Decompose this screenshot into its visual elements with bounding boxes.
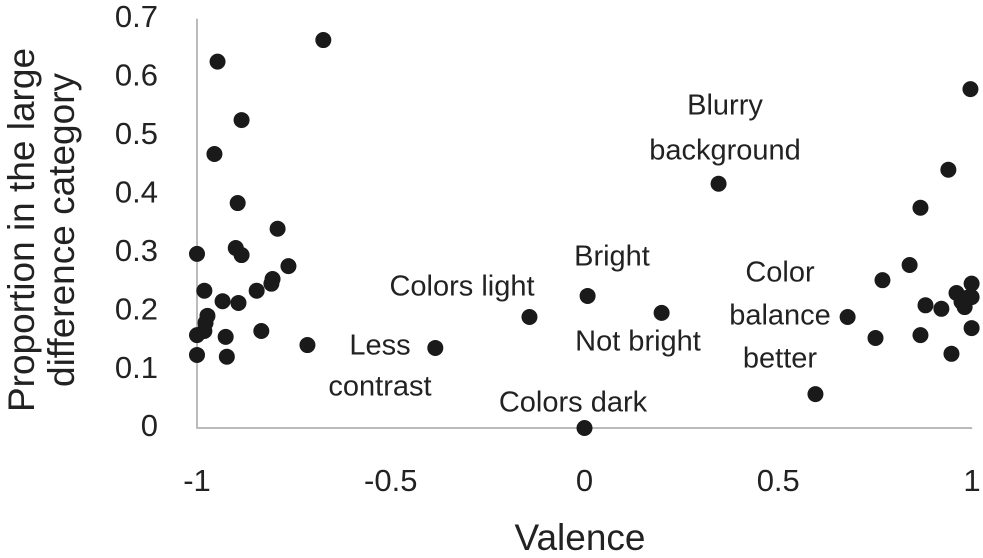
annotation: background (649, 135, 801, 167)
point (963, 320, 980, 337)
point (576, 420, 593, 436)
point (269, 220, 286, 237)
y-tick-label: 0.5 (115, 116, 158, 151)
y-tick-label: 0.3 (115, 233, 158, 268)
point (940, 161, 957, 178)
point (933, 300, 950, 317)
point (963, 275, 980, 292)
point (299, 337, 316, 354)
point (807, 386, 824, 403)
annotation: Not bright (575, 326, 701, 358)
y-axis-title: difference category (41, 72, 82, 387)
point (943, 345, 960, 362)
point (217, 328, 234, 345)
point (710, 175, 727, 192)
y-tick-label: 0.1 (115, 350, 158, 385)
point (189, 245, 205, 262)
point (867, 330, 884, 347)
annotation: balance (729, 300, 831, 332)
point (963, 289, 980, 306)
annotation: Less (349, 330, 410, 362)
point (233, 247, 250, 264)
y-tick-label: 0.6 (115, 58, 158, 93)
annotation: Color (745, 257, 815, 289)
point (579, 287, 596, 304)
annotation: Blurry (687, 90, 763, 122)
x-tick-label: 1 (963, 463, 980, 498)
point (521, 308, 538, 325)
point (912, 327, 929, 344)
point (206, 145, 223, 162)
point (229, 195, 246, 212)
x-tick-label: 0.5 (757, 463, 800, 498)
point (901, 256, 918, 273)
x-tick-label: -0.5 (364, 463, 417, 498)
annotation: contrast (328, 371, 431, 403)
annotation: Bright (574, 241, 650, 273)
point (962, 81, 979, 98)
point (218, 348, 235, 365)
annotation: better (743, 343, 817, 375)
point (280, 258, 297, 275)
point (874, 272, 891, 289)
point (839, 308, 856, 325)
y-tick-label: 0.4 (115, 174, 158, 209)
point (233, 112, 250, 129)
point (189, 346, 205, 363)
point (196, 323, 213, 340)
point (253, 323, 270, 340)
point (209, 53, 226, 70)
y-tick-label: 0.2 (115, 291, 158, 326)
x-tick-label: 0 (576, 463, 593, 498)
point (263, 275, 280, 292)
point (248, 282, 265, 299)
point (230, 294, 247, 311)
annotation: Colors light (389, 271, 534, 303)
point (427, 339, 444, 356)
x-axis-title: Valence (515, 517, 646, 558)
point (917, 297, 934, 314)
y-tick-label: 0 (141, 408, 158, 443)
point (653, 304, 670, 321)
x-tick-label: -1 (183, 463, 211, 498)
y-axis-title: Proportion in the large (1, 48, 42, 412)
point (315, 32, 332, 49)
point (214, 293, 231, 310)
annotation: Colors dark (499, 387, 648, 419)
y-tick-label: 0.7 (115, 0, 158, 34)
point (912, 199, 929, 216)
point (196, 282, 213, 299)
